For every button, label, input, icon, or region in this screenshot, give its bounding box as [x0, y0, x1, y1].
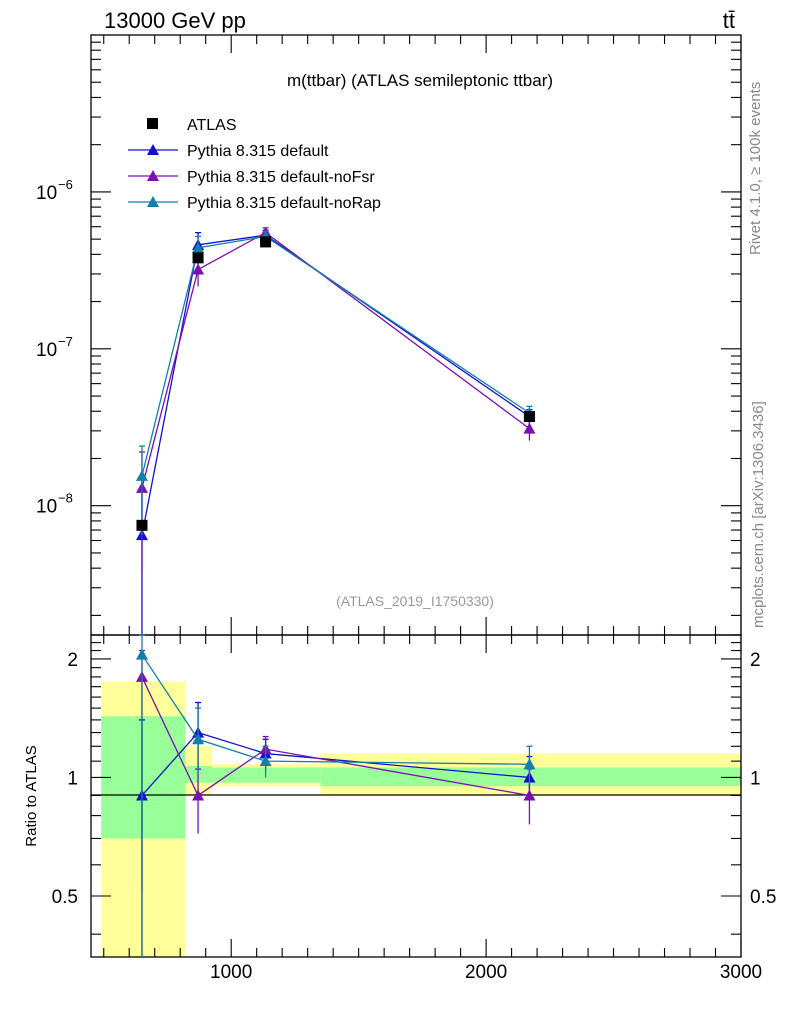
y-tick-label-bot-r-2: 2 — [750, 650, 761, 671]
band-inner-0 — [101, 716, 186, 839]
legend-marker-norap — [147, 196, 159, 207]
legend-marker-default — [147, 144, 159, 155]
header-left: 13000 GeV pp — [104, 8, 246, 33]
y-tick-label-bot-r-0: 0.5 — [750, 887, 776, 908]
axis-ticks — [91, 35, 742, 957]
y-tick-exp-top-1: −7 — [58, 334, 73, 349]
legend: ATLAS Pythia 8.315 default Pythia 8.315 … — [128, 117, 381, 212]
x-tick-label-0: 1000 — [210, 962, 252, 983]
legend-label-nofsr: Pythia 8.315 default-noFsr — [187, 169, 375, 186]
marker-bot-noRap-3 — [523, 758, 536, 770]
y-tick-label-top-2: 10 — [36, 183, 57, 204]
legend-marker-nofsr — [147, 170, 159, 181]
legend-marker-atlas — [147, 118, 158, 129]
atlas-point-1 — [192, 252, 204, 264]
y-tick-label-bot-l-1: 1 — [67, 768, 78, 789]
series-line-top-noFsr — [141, 231, 530, 489]
y-tick-exp-top-2: −6 — [58, 177, 73, 192]
series-noRap — [135, 230, 536, 957]
ratio-axis-label: Ratio to ATLAS — [23, 745, 40, 846]
marker-top-noFsr-3 — [523, 422, 536, 434]
x-tick-label-1: 2000 — [465, 962, 507, 983]
ratio-bands — [101, 681, 741, 957]
y-tick-label-top-1: 10 — [36, 340, 57, 361]
atlas-point-2 — [260, 236, 272, 248]
x-tick-label-2: 3000 — [720, 962, 762, 983]
marker-bot-noFsr-1 — [192, 789, 205, 801]
bottom-panel-frame — [90, 634, 742, 958]
watermark: (ATLAS_2019_I1750330) — [336, 593, 494, 609]
legend-label-norap: Pythia 8.315 default-noRap — [187, 195, 381, 212]
marker-bot-noRap-0 — [135, 648, 148, 660]
atlas-point-0 — [136, 519, 148, 531]
legend-label-atlas: ATLAS — [187, 117, 237, 134]
header-right: tt̄ — [723, 8, 735, 33]
series-line-bottom-noRap — [141, 654, 530, 765]
series-line-bottom-noFsr — [141, 676, 530, 797]
atlas-point-3 — [523, 411, 535, 423]
legend-label-default: Pythia 8.315 default — [187, 143, 329, 160]
plot-title: m(ttbar) (ATLAS semileptonic ttbar) — [287, 71, 553, 90]
marker-bot-noFsr-3 — [523, 789, 536, 801]
y-tick-label-bot-l-0: 0.5 — [52, 887, 78, 908]
y-tick-label-bot-l-2: 2 — [67, 650, 78, 671]
y-tick-label-top-0: 10 — [36, 497, 57, 518]
rivet-label: Rivet 4.1.0, ≥ 100k events — [747, 82, 764, 255]
series-line-top-noRap — [141, 235, 530, 477]
series-line-top-default — [141, 234, 530, 536]
marker-bot-noRap-2 — [259, 755, 272, 767]
y-tick-label-bot-r-1: 1 — [750, 768, 761, 789]
marker-bot-noRap-1 — [192, 733, 205, 745]
series-line-bottom-default — [141, 731, 530, 796]
series-atlas — [136, 236, 535, 531]
y-tick-exp-top-0: −8 — [58, 491, 73, 506]
mcplots-label: mcplots.cern.ch [arXiv:1306.3436] — [750, 401, 767, 628]
marker-top-noFsr-1 — [192, 263, 205, 275]
marker-top-noRap-1 — [192, 241, 205, 253]
marker-top-noRap-0 — [135, 469, 148, 481]
series-layer — [135, 226, 536, 957]
